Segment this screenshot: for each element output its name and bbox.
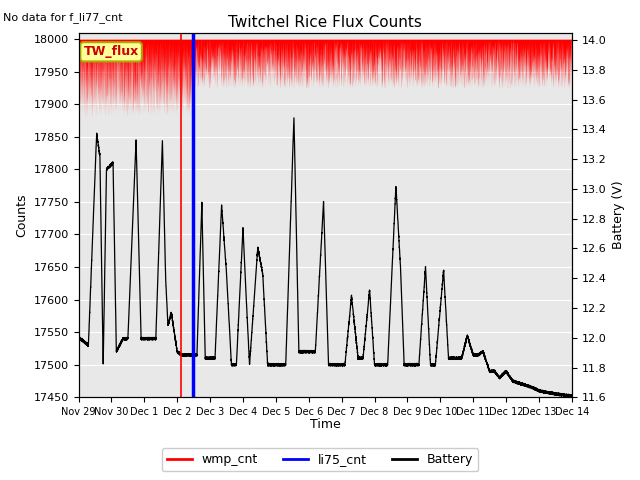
Y-axis label: Battery (V): Battery (V) [612,180,625,249]
Legend: wmp_cnt, li75_cnt, Battery: wmp_cnt, li75_cnt, Battery [162,448,478,471]
Y-axis label: Counts: Counts [15,193,28,237]
Text: No data for f_li77_cnt: No data for f_li77_cnt [3,12,123,23]
X-axis label: Time: Time [310,419,340,432]
Title: Twitchel Rice Flux Counts: Twitchel Rice Flux Counts [228,15,422,30]
Text: TW_flux: TW_flux [83,45,139,59]
